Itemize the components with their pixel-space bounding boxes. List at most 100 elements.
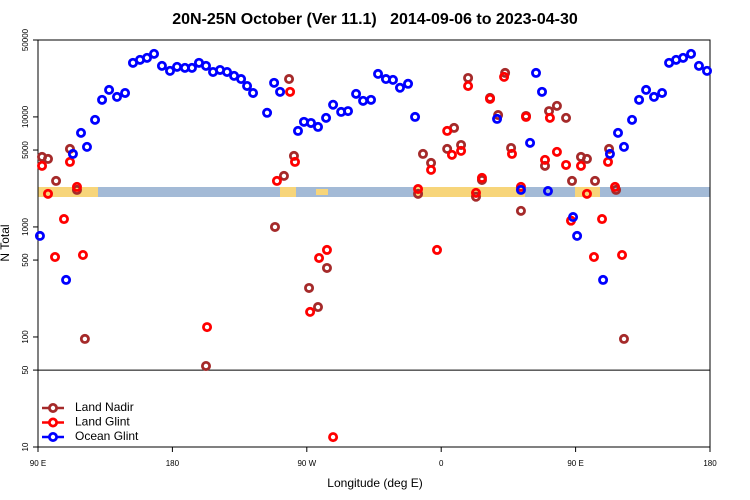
map-land [38, 187, 98, 197]
map-land [280, 187, 296, 197]
point [492, 113, 503, 124]
point [321, 244, 332, 255]
point [568, 212, 579, 223]
point [432, 244, 443, 255]
point [343, 106, 354, 117]
x-tick-label: 90 W [297, 459, 316, 468]
point [539, 154, 550, 165]
point [470, 187, 481, 198]
chart-title: 20N-25N October (Ver 11.1) 2014-09-06 to… [172, 11, 578, 28]
x-tick-label: 180 [703, 459, 717, 468]
point [104, 84, 115, 95]
point [328, 99, 339, 110]
point [499, 71, 510, 82]
point [351, 88, 362, 99]
point [43, 153, 54, 164]
y-tick-label: 50000 [21, 28, 30, 51]
point [321, 112, 332, 123]
legend-label: Land Nadir [75, 400, 134, 414]
point [598, 274, 609, 285]
point [312, 302, 323, 313]
point [394, 82, 405, 93]
point [269, 221, 280, 232]
point [403, 78, 414, 89]
point [426, 164, 437, 175]
point [590, 175, 601, 186]
point [544, 112, 555, 123]
point [71, 181, 82, 192]
point [271, 175, 282, 186]
point [470, 191, 481, 202]
y-tick-label: 50 [21, 365, 30, 374]
point [285, 86, 296, 97]
point [111, 91, 122, 102]
point [649, 91, 660, 102]
point [515, 205, 526, 216]
point [617, 249, 628, 260]
point [202, 322, 213, 333]
point [186, 62, 197, 73]
point [77, 249, 88, 260]
point [149, 48, 160, 59]
point [581, 153, 592, 164]
point [262, 107, 273, 118]
map-land [316, 189, 328, 195]
point [269, 77, 280, 88]
point [222, 66, 233, 77]
point [693, 60, 704, 71]
map-land [575, 187, 600, 197]
point [588, 252, 599, 263]
point [278, 170, 289, 181]
point [627, 114, 638, 125]
point [37, 160, 48, 171]
point [312, 121, 323, 132]
point [43, 188, 54, 199]
point [156, 60, 167, 71]
point [531, 67, 542, 78]
point [678, 52, 689, 63]
point [200, 60, 211, 71]
y-tick-label: 10000 [21, 105, 30, 128]
point [618, 333, 629, 344]
point [413, 188, 424, 199]
point [551, 146, 562, 157]
point [64, 156, 75, 167]
point [446, 149, 457, 160]
point [97, 94, 108, 105]
point [702, 65, 713, 76]
x-tick-label: 90 E [30, 459, 46, 468]
point [463, 80, 474, 91]
point [248, 87, 259, 98]
point [142, 52, 153, 63]
y-tick-label: 100 [21, 330, 30, 344]
point [442, 125, 453, 136]
x-tick-label: 90 E [567, 459, 583, 468]
point [81, 141, 92, 152]
point [506, 148, 517, 159]
point [521, 111, 532, 122]
point [373, 68, 384, 79]
point [463, 72, 474, 83]
point [417, 148, 428, 159]
point [328, 432, 339, 443]
point [604, 148, 615, 159]
x-axis-label: Longitude (deg E) [327, 476, 422, 490]
point [50, 252, 61, 263]
point [442, 143, 453, 154]
plot-frame [37, 39, 711, 448]
point [51, 175, 62, 186]
point [314, 253, 325, 264]
point [200, 360, 211, 371]
point [604, 143, 615, 154]
point [613, 127, 624, 138]
point [610, 181, 621, 192]
point [456, 145, 467, 156]
point [34, 230, 45, 241]
point [305, 117, 316, 128]
point [61, 274, 72, 285]
point [321, 262, 332, 273]
x-tick-label: 0 [439, 459, 444, 468]
point [641, 84, 652, 95]
legend-marker [48, 417, 59, 428]
